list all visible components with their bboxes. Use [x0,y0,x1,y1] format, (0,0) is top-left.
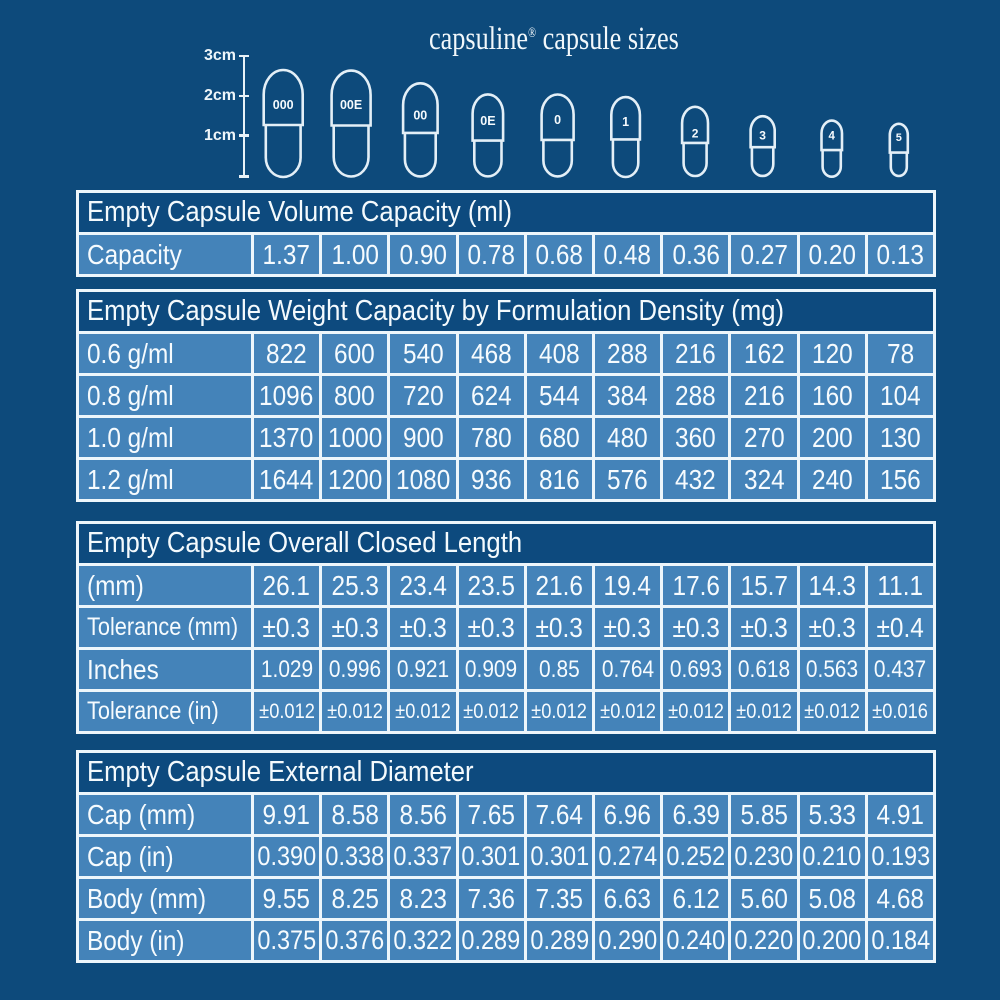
svg-text:4: 4 [828,130,835,142]
svg-text:0E: 0E [480,114,495,128]
svg-text:00E: 00E [340,98,362,112]
svg-text:00: 00 [413,108,427,122]
svg-text:2: 2 [692,127,699,141]
svg-text:5: 5 [896,132,902,144]
svg-text:000: 000 [273,98,294,112]
svg-text:3: 3 [759,129,766,143]
svg-text:0: 0 [554,113,561,127]
svg-text:1: 1 [622,115,629,129]
